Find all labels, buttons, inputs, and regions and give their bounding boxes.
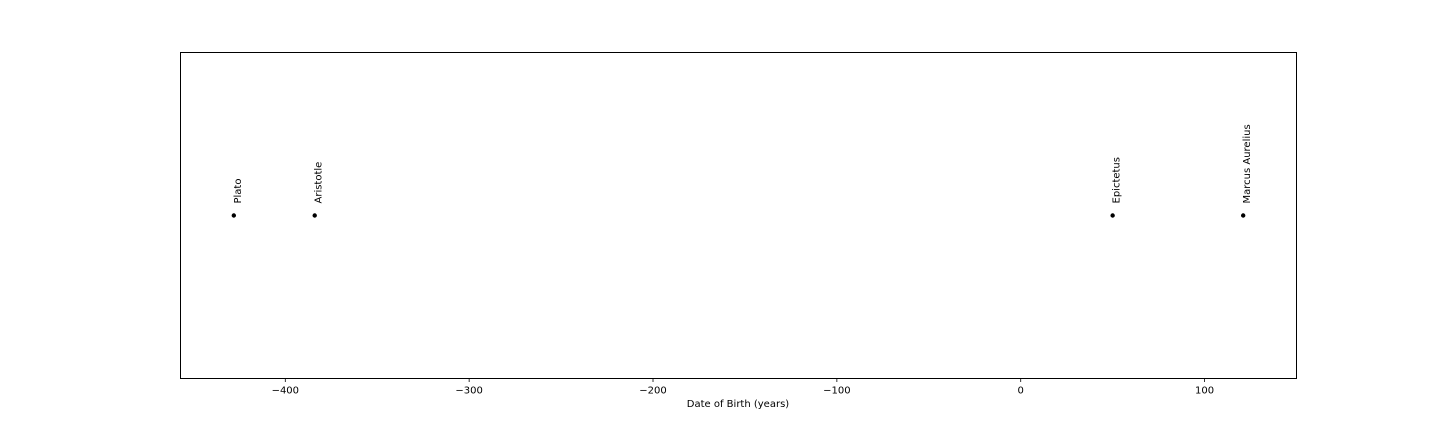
x-tick-label: 100 <box>1195 386 1214 397</box>
x-tick-label: −200 <box>639 386 666 397</box>
data-point <box>231 213 237 218</box>
data-point <box>1240 213 1246 218</box>
x-tick-label: 0 <box>1018 386 1024 397</box>
x-tick-label: −300 <box>455 386 482 397</box>
x-axis-label: Date of Birth (years) <box>687 399 790 410</box>
x-axis-ticks: −400 −300 −200 −100 0 100 <box>272 378 1214 397</box>
data-point <box>1110 213 1115 218</box>
point-label: Aristotle <box>314 162 325 204</box>
data-point <box>312 213 317 218</box>
point-label: Marcus Aurelius <box>1242 124 1253 203</box>
x-tick-label: −400 <box>272 386 299 397</box>
x-tick-label: −100 <box>823 386 850 397</box>
plot-area-frame <box>180 52 1297 379</box>
point-label: Epictetus <box>1112 157 1123 203</box>
points-layer: Plato Aristotle Epictetus Marcus Aurelius <box>231 124 1253 218</box>
point-label: Plato <box>233 179 244 204</box>
